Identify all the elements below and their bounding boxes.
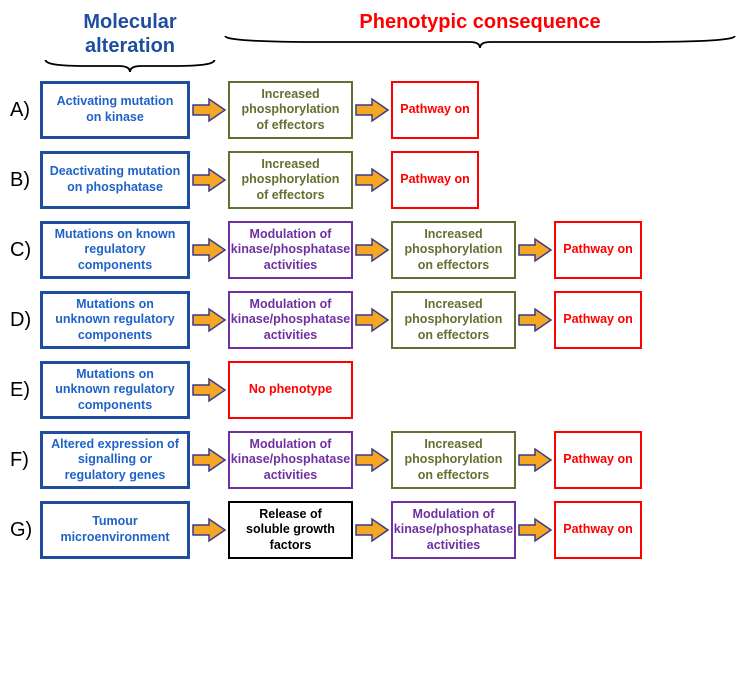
- diagram-box: Increased phosphorylation of effectors: [228, 151, 353, 209]
- arrow-icon: [190, 305, 228, 335]
- row-label: A): [10, 99, 40, 122]
- diagram-box: Increased phosphorylation of effectors: [228, 81, 353, 139]
- diagram-row: A)Activating mutation on kinase Increase…: [10, 81, 740, 139]
- diagram-box: Activating mutation on kinase: [40, 81, 190, 139]
- arrow-icon: [353, 165, 391, 195]
- diagram-box: Tumour microenvironment: [40, 501, 190, 559]
- row-label: F): [10, 449, 40, 472]
- diagram-box: Deactivating mutation on phosphatase: [40, 151, 190, 209]
- brace-icon: [40, 58, 220, 74]
- diagram-box: Pathway on: [554, 291, 642, 349]
- diagram-box: Pathway on: [554, 431, 642, 489]
- diagram-row: F)Altered expression of signalling or re…: [10, 431, 740, 489]
- diagram-row: C)Mutations on known regulatory componen…: [10, 221, 740, 279]
- arrow-icon: [516, 445, 554, 475]
- diagram-box: Increased phosphorylation on effectors: [391, 291, 516, 349]
- arrow-icon: [353, 305, 391, 335]
- arrow-icon: [190, 375, 228, 405]
- diagram-row: B)Deactivating mutation on phosphatase I…: [10, 151, 740, 209]
- arrow-icon: [190, 235, 228, 265]
- brace-icon: [220, 34, 740, 50]
- arrow-icon: [353, 445, 391, 475]
- rows-container: A)Activating mutation on kinase Increase…: [10, 81, 740, 559]
- diagram-box: Pathway on: [554, 221, 642, 279]
- diagram-box: Pathway on: [391, 81, 479, 139]
- diagram-box: Modulation of kinase/phosphatase activit…: [228, 291, 353, 349]
- arrow-icon: [190, 95, 228, 125]
- diagram-box: Mutations on unknown regulatory componen…: [40, 361, 190, 419]
- diagram-row: G)Tumour microenvironment Release of sol…: [10, 501, 740, 559]
- diagram-row: D)Mutations on unknown regulatory compon…: [10, 291, 740, 349]
- row-label: G): [10, 519, 40, 542]
- diagram-box: Release of soluble growth factors: [228, 501, 353, 559]
- diagram-box: Modulation of kinase/phosphatase activit…: [391, 501, 516, 559]
- diagram-box: Mutations on unknown regulatory componen…: [40, 291, 190, 349]
- header-phenotypic: Phenotypic consequence: [220, 10, 740, 79]
- header-phenotypic-title: Phenotypic consequence: [220, 10, 740, 34]
- arrow-icon: [516, 515, 554, 545]
- headers: Molecular alteration Phenotypic conseque…: [10, 10, 740, 79]
- arrow-icon: [353, 515, 391, 545]
- arrow-icon: [516, 305, 554, 335]
- arrow-icon: [190, 445, 228, 475]
- diagram-box: Modulation of kinase/phosphatase activit…: [228, 431, 353, 489]
- row-label: B): [10, 169, 40, 192]
- row-label: D): [10, 309, 40, 332]
- header-molecular-title: Molecular alteration: [40, 10, 220, 58]
- arrow-icon: [190, 515, 228, 545]
- row-label: C): [10, 239, 40, 262]
- arrow-icon: [190, 165, 228, 195]
- arrow-icon: [353, 235, 391, 265]
- arrow-icon: [516, 235, 554, 265]
- diagram-row: E)Mutations on unknown regulatory compon…: [10, 361, 740, 419]
- row-label: E): [10, 379, 40, 402]
- diagram-box: No phenotype: [228, 361, 353, 419]
- diagram-box: Increased phosphorylation on effectors: [391, 221, 516, 279]
- diagram-box: Pathway on: [391, 151, 479, 209]
- diagram-box: Altered expression of signalling or regu…: [40, 431, 190, 489]
- diagram-box: Pathway on: [554, 501, 642, 559]
- arrow-icon: [353, 95, 391, 125]
- diagram-box: Increased phosphorylation on effectors: [391, 431, 516, 489]
- header-molecular: Molecular alteration: [10, 10, 220, 79]
- diagram-box: Mutations on known regulatory components: [40, 221, 190, 279]
- diagram-box: Modulation of kinase/phosphatase activit…: [228, 221, 353, 279]
